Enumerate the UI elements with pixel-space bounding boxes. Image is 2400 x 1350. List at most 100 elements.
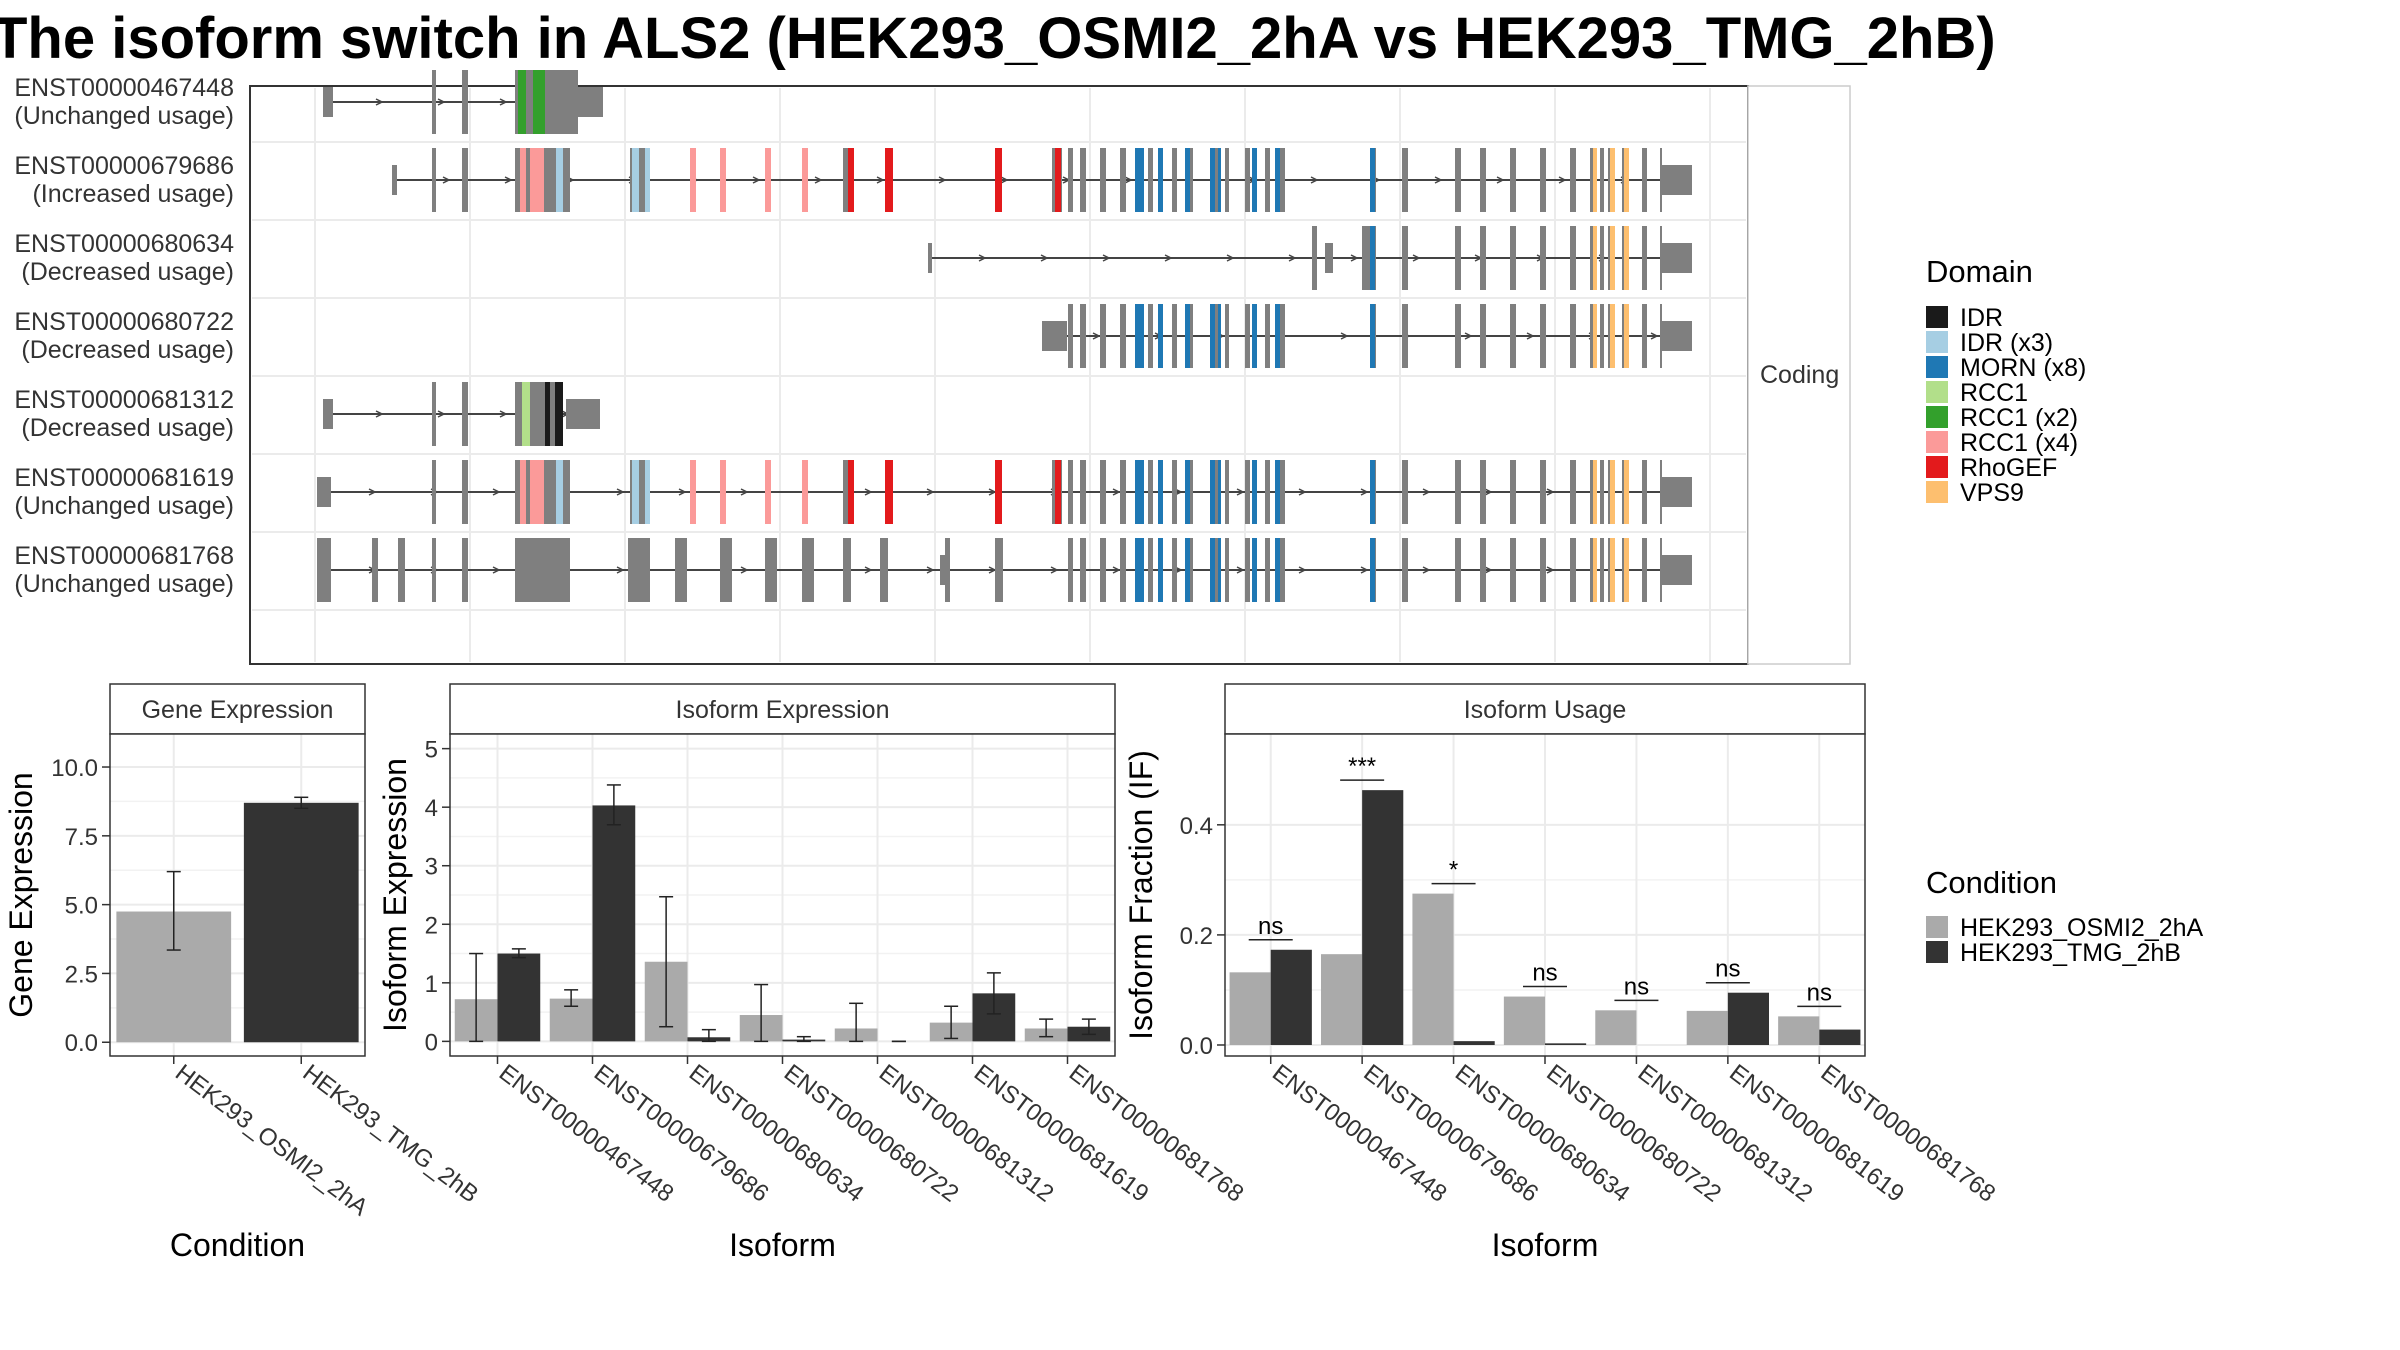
exon: [1402, 148, 1408, 212]
exon: [1540, 148, 1546, 212]
bar: [1412, 893, 1454, 1045]
exon: [1100, 460, 1106, 524]
exon: [848, 148, 854, 212]
isoform-expression-panel: Isoform Expression012345ENST00000467448E…: [377, 683, 1249, 1263]
exon: [372, 538, 378, 602]
exon: [432, 382, 436, 446]
direction-arrow: [492, 488, 501, 496]
exon: [1510, 538, 1516, 602]
exon: [1252, 538, 1257, 602]
exon: [1660, 226, 1662, 290]
condition-legend-label: HEK293_OSMI2_2hA: [1960, 914, 2204, 942]
y-tick-label: 5: [425, 737, 438, 764]
exon: [1510, 304, 1516, 368]
x-tick-label: ENST00000681312: [874, 1059, 1059, 1207]
bar: [243, 802, 359, 1043]
exon: [1600, 148, 1604, 212]
bar: [1727, 992, 1769, 1045]
y-tick-label: 0.2: [1180, 923, 1213, 950]
exon: [885, 460, 893, 524]
panel-strip: [1224, 683, 1866, 735]
bar: [1321, 954, 1363, 1045]
exon: [1210, 460, 1215, 524]
direction-arrow: [1040, 254, 1049, 262]
exon: [1662, 477, 1692, 507]
domain-legend-label: RCC1 (x2): [1960, 404, 2078, 432]
exon: [1570, 226, 1576, 290]
exon: [1120, 148, 1126, 212]
direction-arrow: [1412, 254, 1421, 262]
exon: [1593, 460, 1597, 524]
exon: [1080, 538, 1086, 602]
exon: [765, 148, 771, 212]
y-tick-label: 4: [425, 795, 438, 822]
domain-legend-swatch: [1926, 431, 1948, 453]
exon: [1265, 148, 1270, 212]
exon: [1140, 460, 1144, 524]
bar: [1362, 790, 1404, 1045]
exon: [1275, 460, 1280, 524]
direction-arrow: [1124, 176, 1133, 184]
direction-arrow: [1236, 488, 1245, 496]
exon: [533, 382, 539, 446]
exon: [1215, 148, 1220, 212]
exon: [1480, 538, 1486, 602]
transcript-usage-label: (Unchanged usage): [14, 102, 234, 130]
exon: [432, 148, 436, 212]
direction-arrow: [752, 176, 761, 184]
exon: [317, 477, 331, 507]
significance-label: ns: [1532, 960, 1557, 987]
exon: [432, 538, 436, 602]
exon: [578, 87, 603, 117]
exon: [323, 399, 333, 429]
isoform-usage-panel: Isoform Usage0.00.20.4ENST00000467448nsE…: [1123, 683, 2000, 1263]
exon: [1252, 304, 1257, 368]
exon: [1172, 460, 1177, 524]
domain-legend-swatch: [1926, 406, 1948, 428]
exon: [1642, 460, 1647, 524]
direction-arrow: [740, 566, 749, 574]
panel-strip-title: Isoform Expression: [676, 696, 890, 724]
exon: [520, 148, 526, 212]
exon: [995, 538, 1003, 602]
exon: [1172, 538, 1177, 602]
exon: [1225, 304, 1229, 368]
exon: [880, 538, 888, 602]
exon: [1215, 538, 1220, 602]
direction-arrow: [1298, 488, 1307, 496]
transcript-track: [1042, 304, 1692, 368]
transcript-id-label: ENST00000680722: [14, 308, 234, 336]
exon: [690, 460, 696, 524]
exon: [632, 460, 639, 524]
exon: [1225, 460, 1229, 524]
exon: [945, 538, 950, 602]
exon: [1042, 321, 1067, 351]
transcript-id-label: ENST00000681312: [14, 386, 234, 414]
transcript-id-label: ENST00000680634: [14, 230, 234, 258]
direction-arrow: [1050, 566, 1059, 574]
exon: [1510, 148, 1516, 212]
direction-arrow: [1288, 254, 1297, 262]
exon: [1325, 243, 1333, 273]
y-axis-title: Gene Expression: [3, 772, 39, 1017]
y-axis-title: Isoform Expression: [377, 758, 413, 1032]
transcript-track: [392, 148, 1692, 212]
direction-arrow: [876, 176, 885, 184]
exon: [1660, 148, 1662, 212]
condition-legend-title: Condition: [1926, 865, 2057, 900]
x-axis-title: Condition: [170, 1227, 305, 1263]
bar: [1503, 996, 1545, 1045]
significance-label: ns: [1624, 973, 1649, 1000]
exon: [1158, 148, 1163, 212]
exon: [1055, 148, 1061, 212]
exon: [1540, 538, 1546, 602]
x-tick-label: ENST00000467448: [1267, 1059, 1452, 1207]
exon: [1245, 304, 1250, 368]
exon: [1225, 538, 1229, 602]
exon: [1215, 460, 1220, 524]
exon: [1185, 538, 1190, 602]
exon: [1215, 304, 1220, 368]
exon: [1275, 304, 1280, 368]
